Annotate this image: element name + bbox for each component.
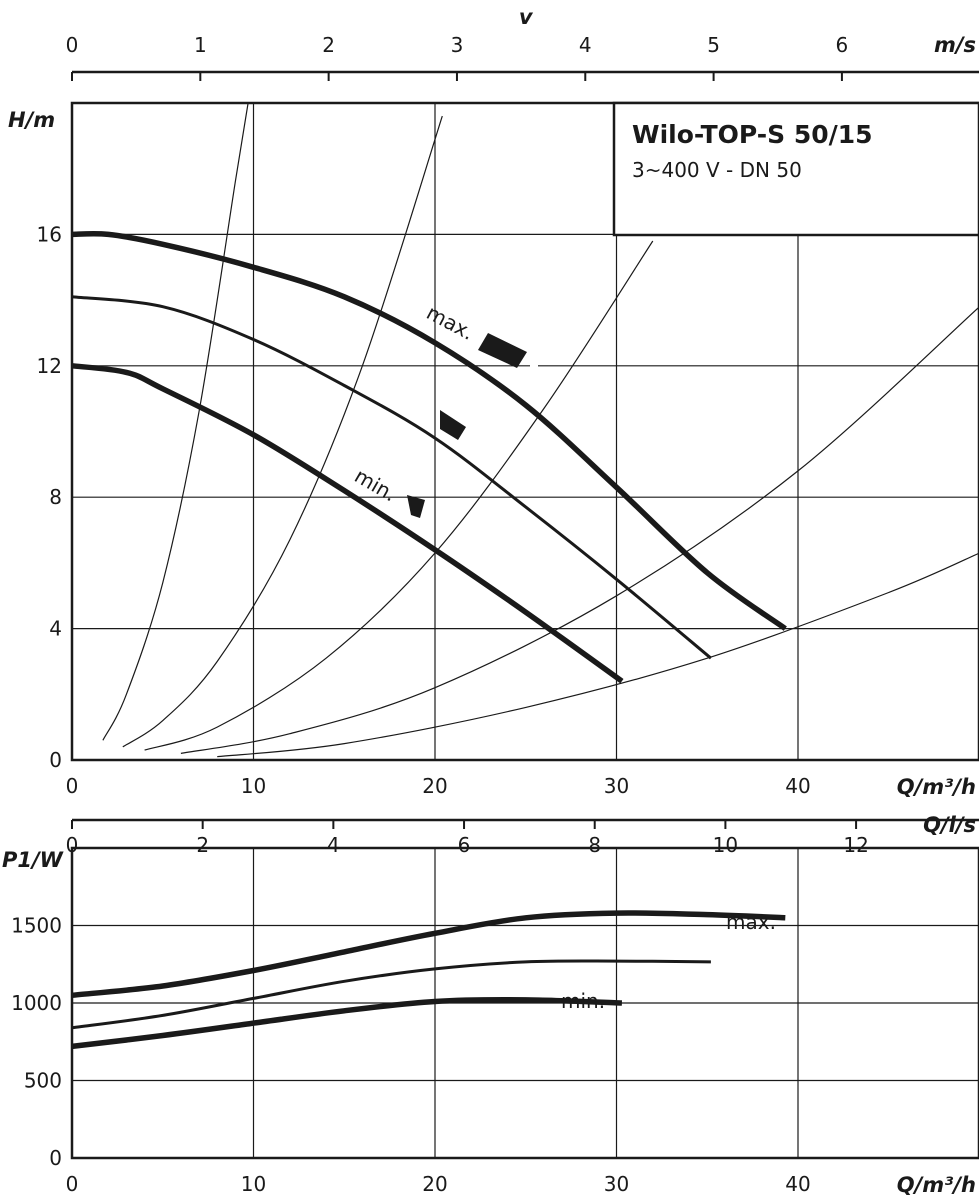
flow-ls-axis-unit: Q/l/s <box>923 813 976 837</box>
head-y-tick-label: 16 <box>37 222 62 246</box>
head-x-tick-label: 30 <box>604 774 629 798</box>
power-min-label: min. <box>561 989 605 1013</box>
power-y-tick-label: 500 <box>24 1069 62 1093</box>
velocity-tick-label: 2 <box>322 33 335 57</box>
operating-markers <box>407 333 538 518</box>
power-chart-frame <box>70 846 979 1160</box>
velocity-tick-label: 6 <box>836 33 849 57</box>
velocity-tick-label: 5 <box>707 33 720 57</box>
power-y-tick-label: 1000 <box>11 991 62 1015</box>
flow-ls-tick-label: 0 <box>66 833 79 857</box>
chart-title: Wilo-TOP-S 50/15 <box>632 120 873 149</box>
head-y-tick-label: 0 <box>49 748 62 772</box>
head-y-tick-label: 12 <box>37 354 62 378</box>
velocity-tick-label: 1 <box>194 33 207 57</box>
flow-ls-tick-label: 10 <box>713 833 738 857</box>
head-x-tick-label: 20 <box>422 774 447 798</box>
system-curve <box>144 240 654 751</box>
power-x-tick-label: 30 <box>604 1172 629 1196</box>
power-series-line <box>71 959 711 1030</box>
head-x-tick-label: 10 <box>241 774 266 798</box>
velocity-tick-label: 3 <box>451 33 464 57</box>
head-y-tick-label: 4 <box>49 617 62 641</box>
min-speed-marker <box>407 495 425 518</box>
system-curve <box>217 552 979 758</box>
power-y-axis-label: P1/W <box>2 848 64 872</box>
power-y-tick-label: 1500 <box>11 914 62 938</box>
marker-gap <box>530 362 538 370</box>
power-y-tick-label: 0 <box>49 1146 62 1170</box>
flow-ls-tick-label: 2 <box>196 833 209 857</box>
velocity-axis-label: v <box>519 5 534 29</box>
head-series-line <box>71 230 787 631</box>
flow-ls-tick-label: 8 <box>588 833 601 857</box>
head-y-axis-label: H/m <box>8 108 55 132</box>
head-x-tick-label: 40 <box>785 774 810 798</box>
power-max-label: max. <box>726 910 776 934</box>
power-x-tick-label: 10 <box>241 1172 266 1196</box>
chart-subtitle: 3~400 V - DN 50 <box>632 158 802 182</box>
velocity-tick-label: 0 <box>66 33 79 57</box>
power-x-tick-label: 0 <box>66 1172 79 1196</box>
power-x-axis-label: Q/m³/h <box>897 1173 976 1197</box>
power-x-tick-label: 40 <box>785 1172 810 1196</box>
power-series-line <box>71 997 622 1050</box>
system-curve <box>180 306 979 754</box>
head-series <box>71 230 787 684</box>
system-curve <box>122 115 443 748</box>
flow-ls-tick-label: 4 <box>327 833 340 857</box>
axes <box>70 70 979 1160</box>
title-box <box>612 101 979 237</box>
mid-speed-marker <box>440 410 466 440</box>
head-series-line <box>71 295 712 660</box>
flow-ls-tick-label: 6 <box>458 833 471 857</box>
velocity-tick-label: 4 <box>579 33 592 57</box>
power-series <box>71 910 786 1050</box>
power-series-line <box>71 910 786 999</box>
head-series-line <box>71 363 624 684</box>
head-x-tick-label: 0 <box>66 774 79 798</box>
power-x-tick-label: 20 <box>422 1172 447 1196</box>
head-x-axis-label: Q/m³/h <box>897 775 976 799</box>
head-chart-frame <box>70 101 979 762</box>
system-curves <box>102 103 979 758</box>
head-y-tick-label: 8 <box>49 485 62 509</box>
flow-ls-tick-label: 12 <box>843 833 868 857</box>
velocity-axis-unit: m/s <box>934 33 976 57</box>
system-curve <box>102 103 249 741</box>
max-speed-marker <box>478 333 527 368</box>
power-chart-grid <box>72 848 979 1158</box>
